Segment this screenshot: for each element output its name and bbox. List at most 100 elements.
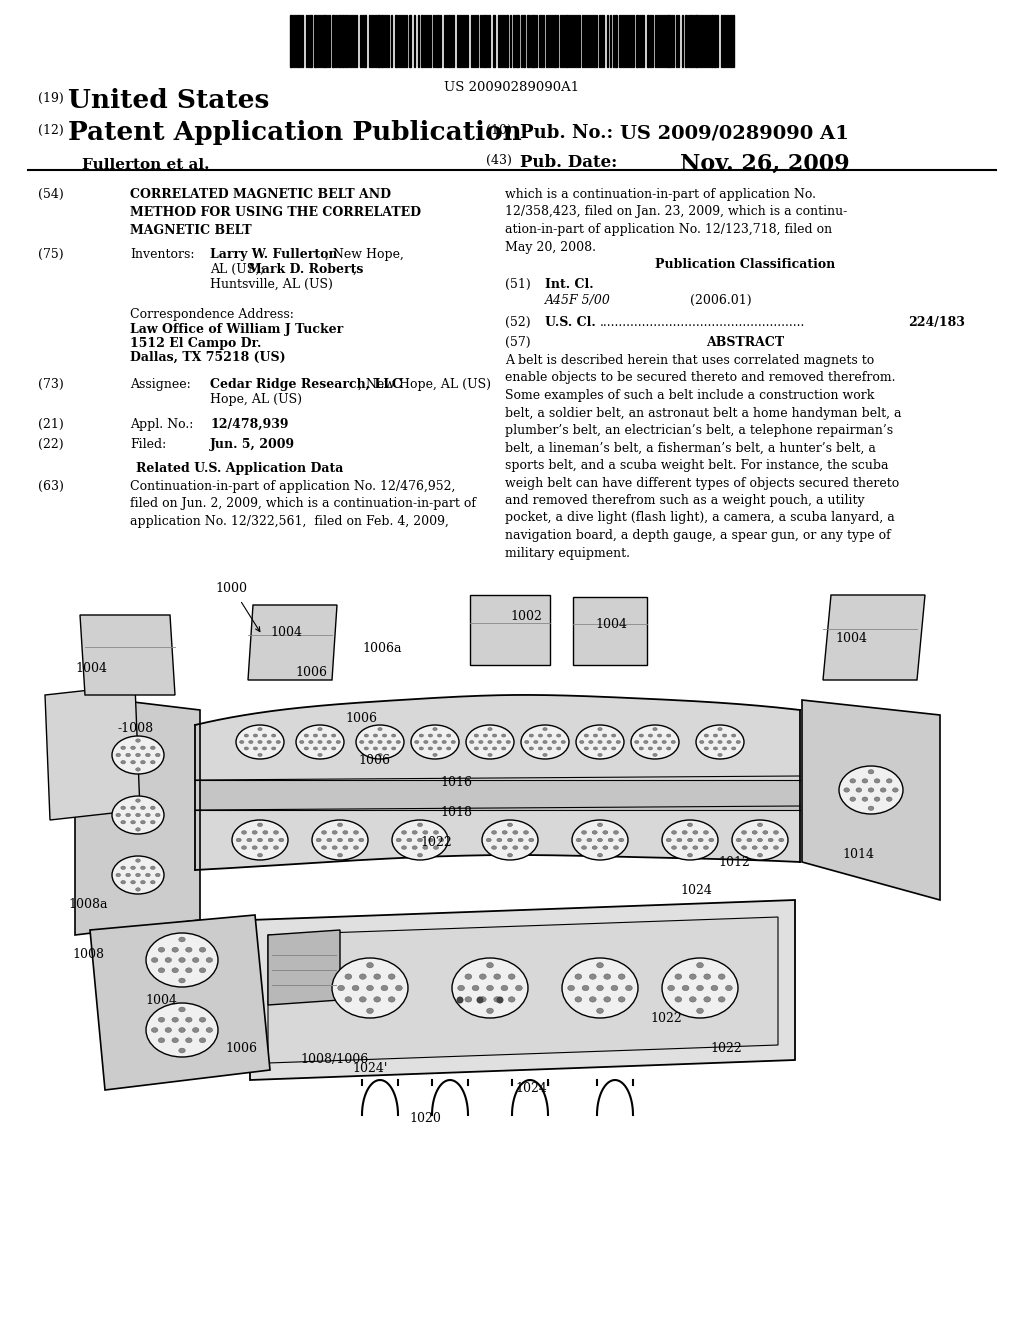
- Ellipse shape: [497, 741, 502, 743]
- Ellipse shape: [593, 734, 598, 737]
- Ellipse shape: [611, 734, 615, 737]
- Bar: [484, 15, 486, 67]
- Text: (57): (57): [505, 337, 530, 348]
- Ellipse shape: [121, 866, 126, 870]
- Text: 1022: 1022: [420, 837, 452, 850]
- Ellipse shape: [273, 846, 279, 849]
- Text: 1020: 1020: [409, 1111, 441, 1125]
- Ellipse shape: [718, 974, 725, 979]
- Ellipse shape: [374, 997, 381, 1002]
- Ellipse shape: [253, 747, 258, 750]
- Text: ABSTRACT: ABSTRACT: [706, 337, 784, 348]
- Ellipse shape: [378, 754, 382, 756]
- Ellipse shape: [156, 813, 160, 817]
- Polygon shape: [573, 597, 647, 665]
- Ellipse shape: [336, 741, 340, 743]
- Ellipse shape: [252, 846, 257, 849]
- Ellipse shape: [492, 846, 497, 849]
- Ellipse shape: [263, 846, 268, 849]
- Ellipse shape: [401, 830, 407, 834]
- Ellipse shape: [411, 725, 459, 759]
- Ellipse shape: [893, 788, 898, 792]
- Ellipse shape: [508, 997, 515, 1002]
- Ellipse shape: [367, 1008, 374, 1014]
- Text: US 20090289090A1: US 20090289090A1: [444, 81, 580, 94]
- Text: A belt is described herein that uses correlated magnets to
enable objects to be : A belt is described herein that uses cor…: [505, 354, 901, 560]
- Ellipse shape: [604, 997, 610, 1002]
- Ellipse shape: [711, 985, 718, 991]
- Ellipse shape: [613, 846, 618, 849]
- Ellipse shape: [428, 734, 432, 737]
- Ellipse shape: [338, 985, 344, 991]
- Ellipse shape: [703, 846, 709, 849]
- Bar: [339, 15, 341, 67]
- Ellipse shape: [592, 830, 597, 834]
- Ellipse shape: [539, 747, 543, 750]
- Ellipse shape: [428, 747, 432, 750]
- Ellipse shape: [317, 727, 323, 730]
- Ellipse shape: [200, 1038, 206, 1043]
- Ellipse shape: [359, 974, 367, 979]
- Text: U.S. Cl.: U.S. Cl.: [545, 315, 596, 329]
- Text: (51): (51): [505, 279, 530, 290]
- Ellipse shape: [140, 746, 145, 750]
- Ellipse shape: [116, 874, 121, 876]
- Ellipse shape: [667, 747, 671, 750]
- Ellipse shape: [396, 838, 401, 842]
- Ellipse shape: [253, 734, 258, 737]
- Text: 1024': 1024': [352, 1061, 387, 1074]
- Ellipse shape: [552, 741, 556, 743]
- Ellipse shape: [151, 746, 156, 750]
- Ellipse shape: [732, 820, 788, 861]
- Ellipse shape: [753, 830, 757, 834]
- Ellipse shape: [668, 985, 675, 991]
- Ellipse shape: [703, 830, 709, 834]
- Ellipse shape: [258, 741, 262, 743]
- Ellipse shape: [156, 754, 160, 756]
- Ellipse shape: [725, 985, 732, 991]
- Ellipse shape: [465, 997, 472, 1002]
- Bar: [195, 780, 800, 810]
- Ellipse shape: [352, 985, 359, 991]
- Ellipse shape: [607, 741, 611, 743]
- Ellipse shape: [502, 747, 506, 750]
- Bar: [342, 15, 344, 67]
- Ellipse shape: [574, 974, 582, 979]
- Ellipse shape: [412, 846, 417, 849]
- Ellipse shape: [271, 747, 275, 750]
- Ellipse shape: [577, 838, 582, 842]
- Ellipse shape: [267, 741, 271, 743]
- Ellipse shape: [140, 807, 145, 809]
- Ellipse shape: [487, 727, 493, 730]
- Ellipse shape: [338, 822, 342, 826]
- Ellipse shape: [200, 968, 206, 973]
- Ellipse shape: [165, 1027, 172, 1032]
- Ellipse shape: [672, 846, 677, 849]
- Ellipse shape: [524, 741, 529, 743]
- Ellipse shape: [602, 734, 606, 737]
- Text: (52): (52): [505, 315, 530, 329]
- Bar: [364, 15, 366, 67]
- Ellipse shape: [874, 797, 880, 801]
- Bar: [615, 15, 617, 67]
- Ellipse shape: [428, 838, 433, 842]
- Text: Assignee:: Assignee:: [130, 378, 190, 391]
- Ellipse shape: [487, 741, 493, 743]
- Ellipse shape: [839, 766, 903, 814]
- Ellipse shape: [687, 838, 692, 842]
- Ellipse shape: [258, 727, 262, 730]
- Ellipse shape: [727, 741, 731, 743]
- Polygon shape: [75, 696, 200, 935]
- Ellipse shape: [242, 830, 247, 834]
- Ellipse shape: [433, 830, 438, 834]
- Text: , New Hope, AL (US): , New Hope, AL (US): [358, 378, 490, 391]
- Ellipse shape: [631, 725, 679, 759]
- Ellipse shape: [479, 974, 486, 979]
- Ellipse shape: [597, 1008, 603, 1014]
- Ellipse shape: [494, 974, 501, 979]
- Ellipse shape: [478, 741, 483, 743]
- Ellipse shape: [672, 830, 677, 834]
- Ellipse shape: [332, 846, 337, 849]
- Ellipse shape: [172, 1018, 178, 1022]
- Ellipse shape: [590, 974, 596, 979]
